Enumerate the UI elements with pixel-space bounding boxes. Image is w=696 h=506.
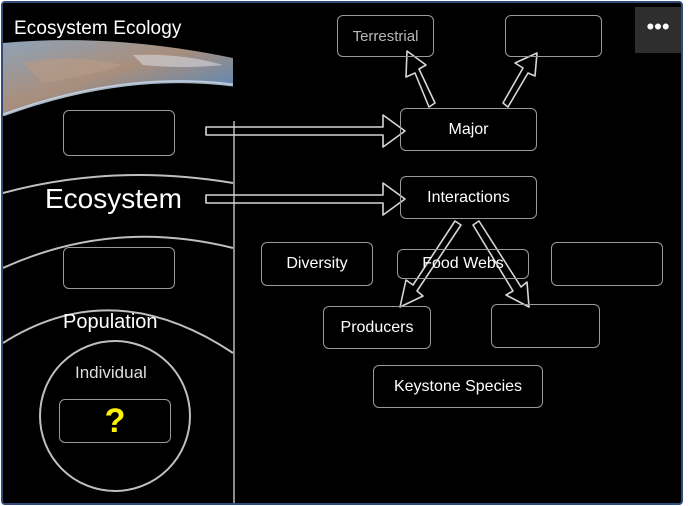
blank-box-right-lower[interactable] xyxy=(491,304,600,348)
diagram-lines xyxy=(3,50,538,492)
blank-box-top-right[interactable] xyxy=(505,15,602,57)
arrow-to-producers xyxy=(399,220,462,308)
biosphere-arc xyxy=(3,174,234,194)
question-mark: ? xyxy=(104,401,126,440)
arrow-to-terrestrial xyxy=(405,50,436,108)
diversity-box[interactable]: Diversity xyxy=(261,242,373,286)
ecosystem-label: Ecosystem xyxy=(45,183,182,214)
arrow-to-interactions xyxy=(205,182,406,216)
arrow-to-major xyxy=(205,114,406,148)
more-horizontal-icon: ••• xyxy=(646,14,670,39)
answer-box-individual[interactable]: ? xyxy=(59,399,171,443)
more-options-button[interactable]: ••• xyxy=(635,7,681,53)
individual-circle xyxy=(39,340,191,492)
earth-horizon-image xyxy=(3,3,233,123)
ecosystem-arc xyxy=(3,235,234,269)
blank-box-community[interactable] xyxy=(63,247,175,289)
community-arc xyxy=(3,309,234,354)
vertical-divider xyxy=(233,121,235,503)
major-box[interactable]: Major xyxy=(400,108,537,151)
slide-title: Ecosystem Ecology xyxy=(14,18,182,39)
food-webs-box[interactable]: Food Webs xyxy=(397,249,529,279)
arrow-to-right-lower xyxy=(472,220,530,308)
individual-label: Individual xyxy=(75,363,147,382)
keystone-species-box[interactable]: Keystone Species xyxy=(373,365,543,408)
producers-box[interactable]: Producers xyxy=(323,306,431,349)
slide-frame: Ecosystem Ecology ••• Ecosystem xyxy=(1,1,683,505)
population-label: Population xyxy=(63,311,158,333)
arrow-to-top-right xyxy=(502,52,538,108)
interactions-box[interactable]: Interactions xyxy=(400,176,537,219)
terrestrial-box[interactable]: Terrestrial xyxy=(337,15,434,57)
blank-box-biosphere[interactable] xyxy=(63,110,175,156)
blank-box-right-middle[interactable] xyxy=(551,242,663,286)
